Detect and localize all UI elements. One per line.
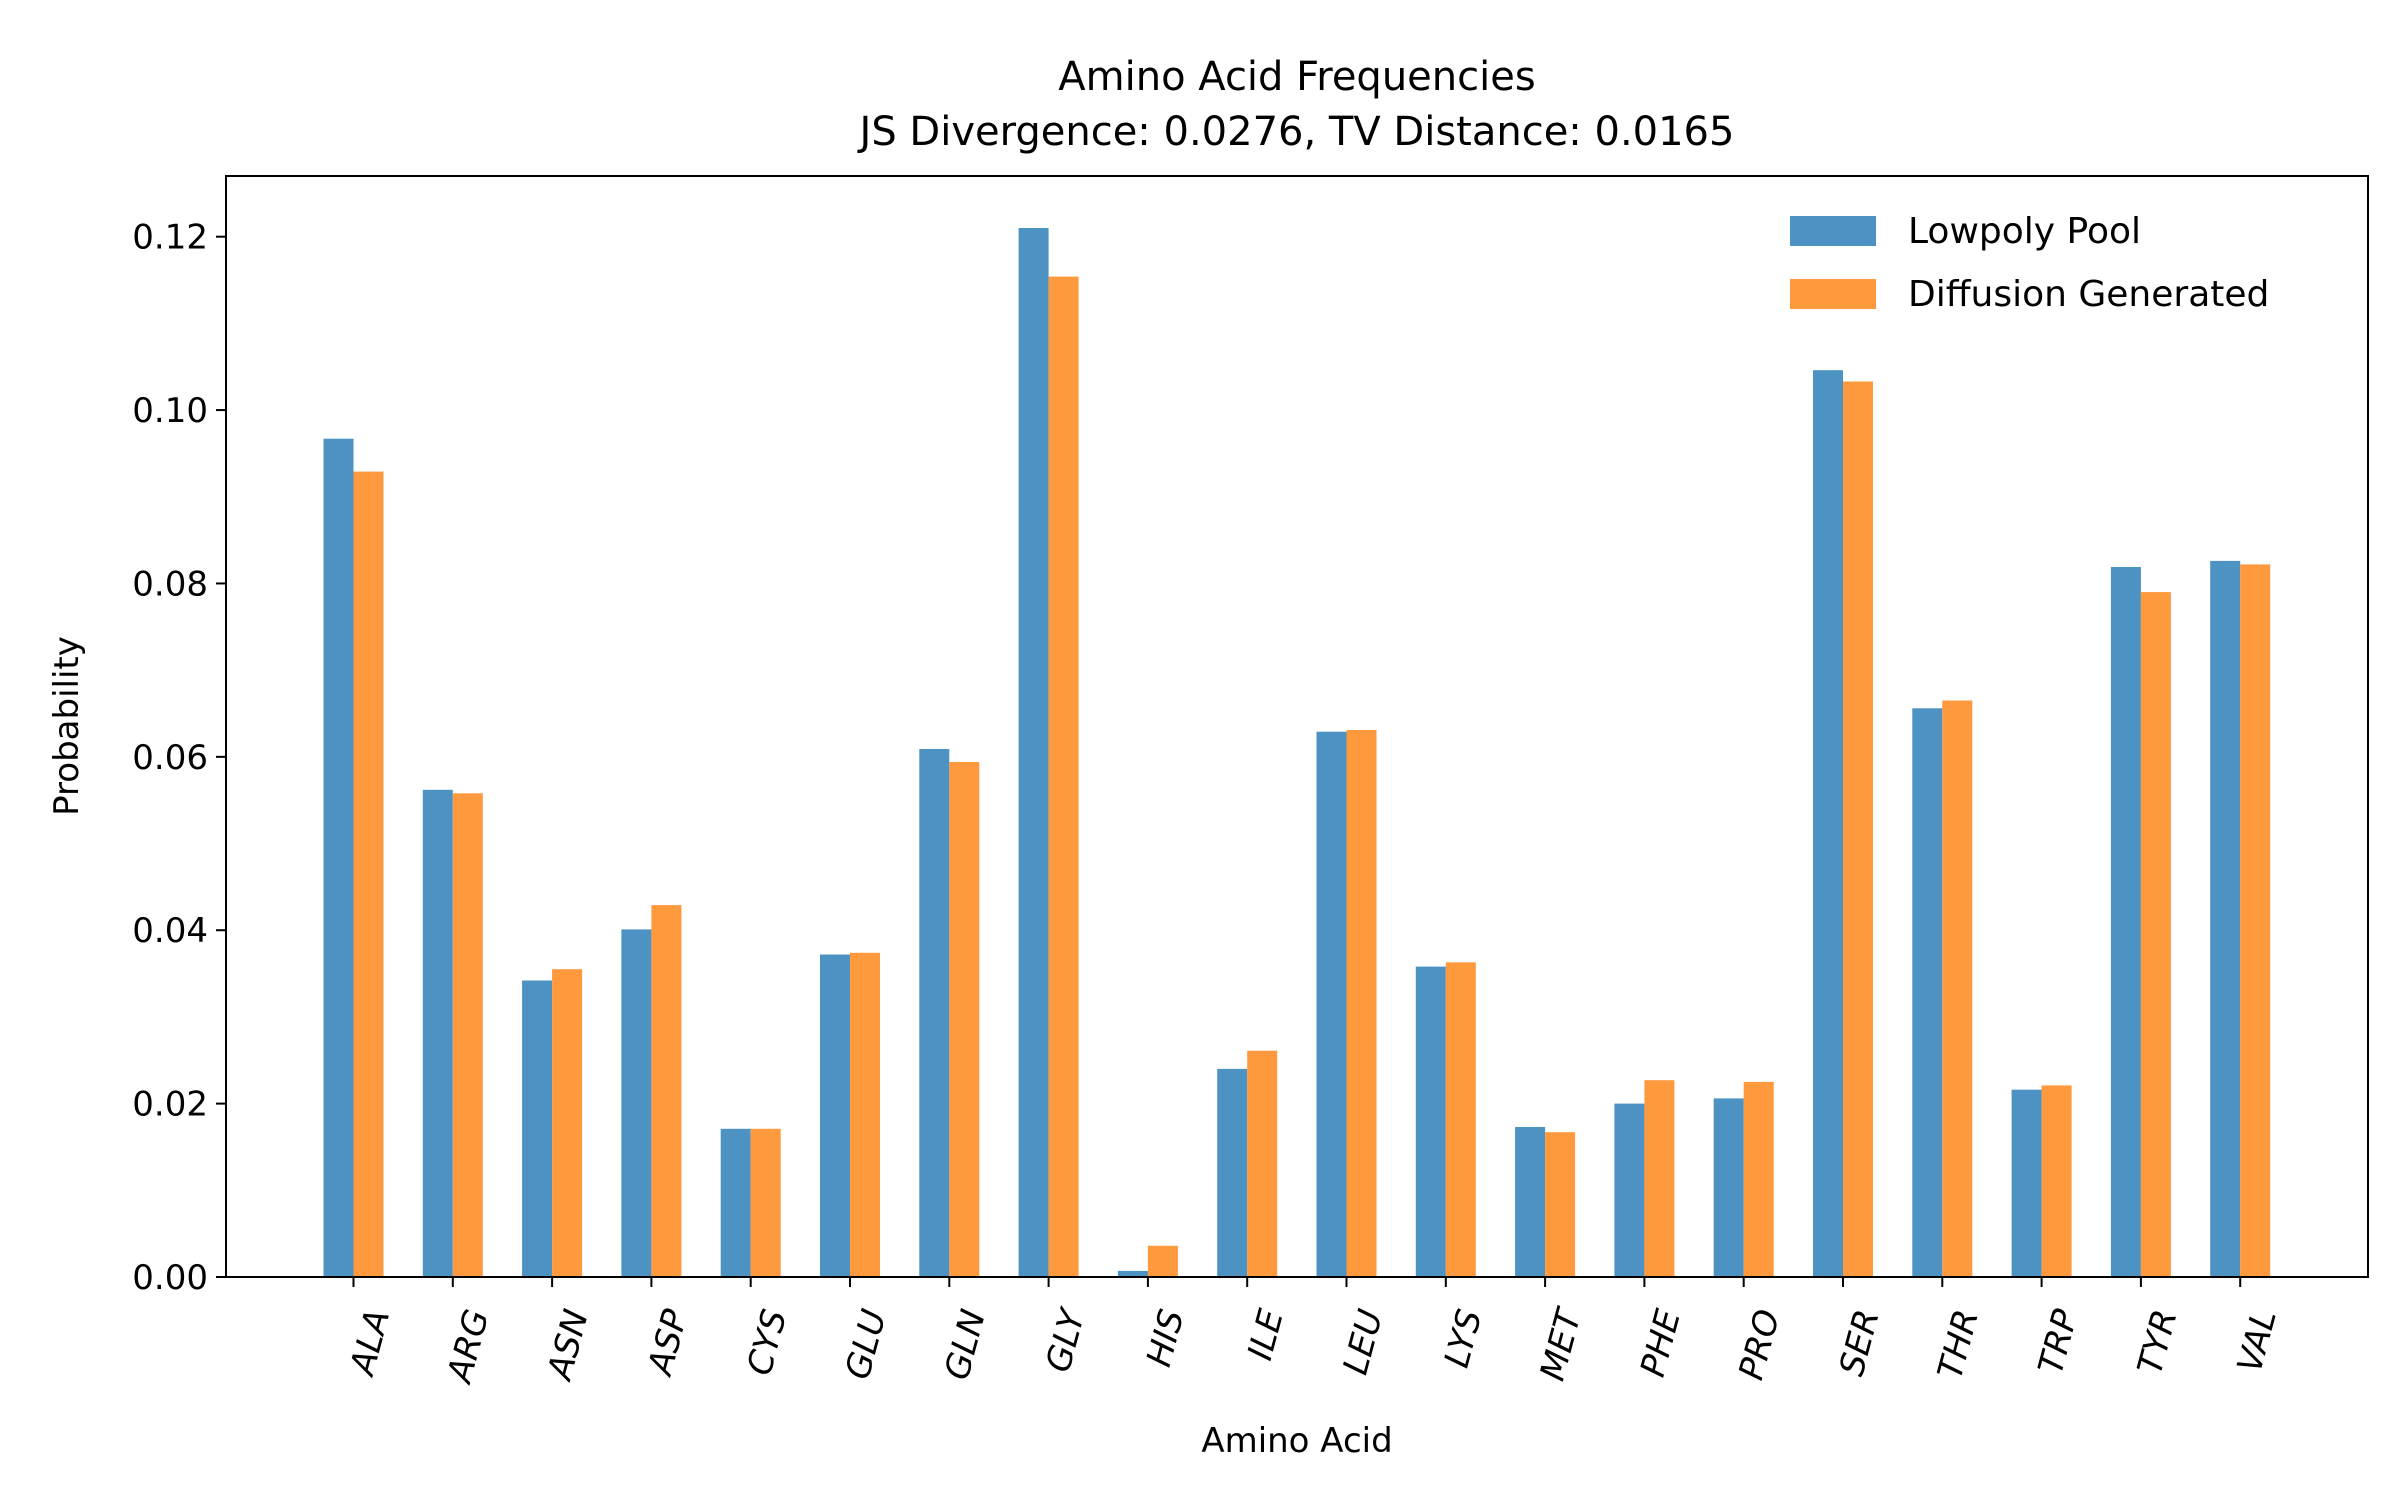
bar-diffusion-generated-gln (949, 762, 980, 1277)
bar-lowpoly-pool-met (1515, 1127, 1546, 1277)
legend-swatch-diffusion-generated (1790, 279, 1876, 309)
bar-diffusion-generated-trp (2041, 1085, 2072, 1277)
legend-label-lowpoly-pool: Lowpoly Pool (1908, 211, 2141, 252)
bar-lowpoly-pool-asp (621, 929, 652, 1277)
bar-lowpoly-pool-ser (1813, 370, 1843, 1277)
bar-lowpoly-pool-cys (720, 1128, 751, 1277)
legend: Lowpoly Pool Diffusion Generated (1790, 211, 2269, 315)
y-tick-label-2: 0.04 (132, 911, 208, 951)
bar-lowpoly-pool-glu (820, 954, 850, 1277)
bar-lowpoly-pool-trp (2011, 1089, 2042, 1277)
y-tick-label-1: 0.02 (132, 1085, 208, 1125)
bar-diffusion-generated-ser (1843, 381, 1873, 1277)
bar-lowpoly-pool-leu (1316, 731, 1347, 1277)
chart-title: Amino Acid Frequencies (1058, 54, 1535, 100)
bar-diffusion-generated-arg (452, 793, 483, 1277)
bar-lowpoly-pool-phe (1614, 1103, 1645, 1277)
bar-diffusion-generated-ile (1247, 1050, 1278, 1277)
bar-diffusion-generated-his (1147, 1245, 1178, 1277)
y-axis-label: Probability (47, 636, 87, 816)
bar-diffusion-generated-lys (1445, 962, 1476, 1277)
bar-lowpoly-pool-ile (1217, 1068, 1248, 1277)
bar-diffusion-generated-pro (1743, 1081, 1774, 1277)
bar-lowpoly-pool-his (1117, 1270, 1148, 1277)
x-axis-label: Amino Acid (1201, 1421, 1392, 1461)
plot-frame (225, 175, 2369, 1278)
bar-diffusion-generated-asn (552, 969, 583, 1277)
bar-diffusion-generated-val (2240, 564, 2271, 1277)
y-tick-label-5: 0.10 (132, 391, 208, 431)
y-tick-label-4: 0.08 (132, 564, 208, 604)
bar-lowpoly-pool-tyr (2110, 567, 2141, 1277)
legend-swatch-lowpoly-pool (1790, 216, 1876, 246)
y-tick-label-6: 0.12 (132, 218, 208, 258)
bar-diffusion-generated-glu (850, 952, 880, 1277)
bar-lowpoly-pool-ala (323, 438, 354, 1277)
y-tick-label-3: 0.06 (132, 738, 208, 778)
bar-diffusion-generated-phe (1644, 1080, 1675, 1277)
bar-diffusion-generated-met (1545, 1132, 1576, 1277)
y-tick-label-0: 0.00 (132, 1258, 208, 1298)
bar-lowpoly-pool-arg (422, 789, 453, 1277)
bar-diffusion-generated-ala (353, 471, 384, 1278)
y-axis-ticks: 0.00 0.02 0.04 0.06 0.08 0.10 0.12 (132, 218, 226, 1298)
bar-diffusion-generated-tyr (2140, 592, 2171, 1277)
bars-group (323, 228, 2271, 1278)
chart-subtitle: JS Divergence: 0.0276, TV Distance: 0.01… (857, 109, 1735, 155)
bar-lowpoly-pool-pro (1713, 1098, 1744, 1277)
bar-lowpoly-pool-gly (1018, 228, 1049, 1277)
bar-diffusion-generated-cys (750, 1128, 781, 1277)
bar-diffusion-generated-thr (1942, 700, 1973, 1277)
bar-diffusion-generated-gly (1048, 276, 1079, 1278)
bar-diffusion-generated-leu (1346, 730, 1377, 1277)
bar-lowpoly-pool-val (2210, 560, 2241, 1277)
bar-lowpoly-pool-gln (919, 749, 950, 1277)
bar-lowpoly-pool-thr (1912, 708, 1943, 1277)
bar-diffusion-generated-asp (651, 905, 682, 1277)
legend-label-diffusion-generated: Diffusion Generated (1908, 274, 2269, 315)
bar-lowpoly-pool-lys (1415, 966, 1446, 1277)
bar-lowpoly-pool-asn (522, 980, 553, 1277)
